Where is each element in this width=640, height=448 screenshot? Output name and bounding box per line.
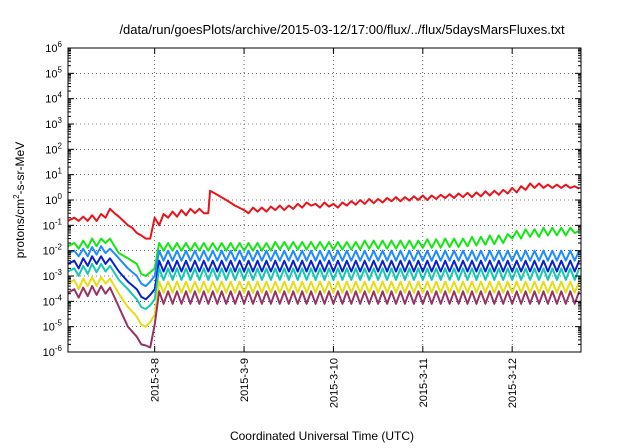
y-tick-label: 10-1 [43, 217, 63, 232]
y-tick-label: 10-3 [43, 268, 63, 283]
axes: 10-610-510-410-310-210-11001011021031041… [43, 40, 581, 408]
series-line [67, 255, 581, 301]
y-tick-label-exp: -6 [55, 344, 63, 353]
x-axis-label: Coordinated Universal Time (UTC) [230, 429, 414, 443]
x-tick-label: 2015-3-12 [507, 358, 519, 408]
y-tick-label: 101 [45, 167, 62, 182]
y-tick-label-exp: -5 [55, 319, 63, 328]
chart-title: /data/run/goesPlots/archive/2015-03-12/1… [119, 22, 565, 37]
y-tick-label: 102 [45, 141, 62, 156]
y-tick-label-exp: 4 [58, 91, 63, 100]
y-tick-label: 103 [45, 116, 62, 131]
y-tick-label-base: 10 [43, 296, 55, 308]
y-axis-label-sup: 2 [12, 194, 21, 199]
y-tick-label-exp: -4 [55, 293, 63, 302]
y-axis-label-text: protons/cm [13, 199, 27, 258]
series-group [67, 182, 581, 349]
y-tick-label: 106 [45, 40, 62, 55]
y-tick-label: 105 [45, 65, 62, 80]
y-tick-label-base: 10 [45, 144, 57, 156]
series-line [67, 285, 581, 349]
y-tick-label-base: 10 [43, 347, 55, 359]
y-tick-label-exp: 6 [58, 40, 63, 49]
x-tick-label: 2015-3-9 [239, 358, 251, 402]
series-line [67, 226, 580, 277]
y-tick-label: 10-5 [43, 319, 63, 334]
y-tick-label-base: 10 [43, 246, 55, 258]
y-tick-label-exp: 0 [58, 192, 63, 201]
y-tick-label-exp: 2 [58, 141, 63, 150]
y-tick-label-base: 10 [45, 195, 57, 207]
y-tick-label-base: 10 [45, 94, 57, 106]
y-tick-label: 10-4 [43, 293, 63, 308]
y-tick-label-base: 10 [45, 170, 57, 182]
x-tick-label: 2015-3-11 [418, 358, 430, 407]
y-axis-label-rest: -s-sr-MeV [13, 142, 27, 195]
y-tick-label-base: 10 [45, 43, 57, 55]
y-tick-label-base: 10 [43, 271, 55, 283]
y-tick-label: 10-2 [43, 243, 63, 258]
series-line [67, 262, 581, 310]
y-tick-label-exp: 1 [58, 167, 63, 176]
y-tick-label-exp: -2 [55, 243, 63, 252]
y-axis-label: protons/cm2-s-sr-MeV [12, 142, 27, 258]
y-tick-label-base: 10 [43, 220, 55, 232]
series-line [67, 182, 580, 240]
y-tick-label-exp: -3 [55, 268, 63, 277]
y-tick-label: 100 [45, 192, 62, 207]
x-tick-label: 2015-3-8 [150, 358, 162, 402]
y-tick-label: 10-6 [43, 344, 63, 359]
y-tick-label: 104 [45, 91, 62, 106]
y-tick-label-base: 10 [45, 119, 57, 131]
y-tick-label-exp: 5 [58, 65, 63, 74]
x-tick-label: 2015-3-10 [328, 358, 340, 408]
y-tick-label-base: 10 [43, 322, 55, 334]
series-line [67, 245, 581, 288]
grid-lines [68, 48, 581, 352]
y-tick-label-base: 10 [45, 68, 57, 80]
series-line [67, 276, 581, 328]
y-tick-label-exp: 3 [58, 116, 63, 125]
y-tick-label-exp: -1 [55, 217, 63, 226]
